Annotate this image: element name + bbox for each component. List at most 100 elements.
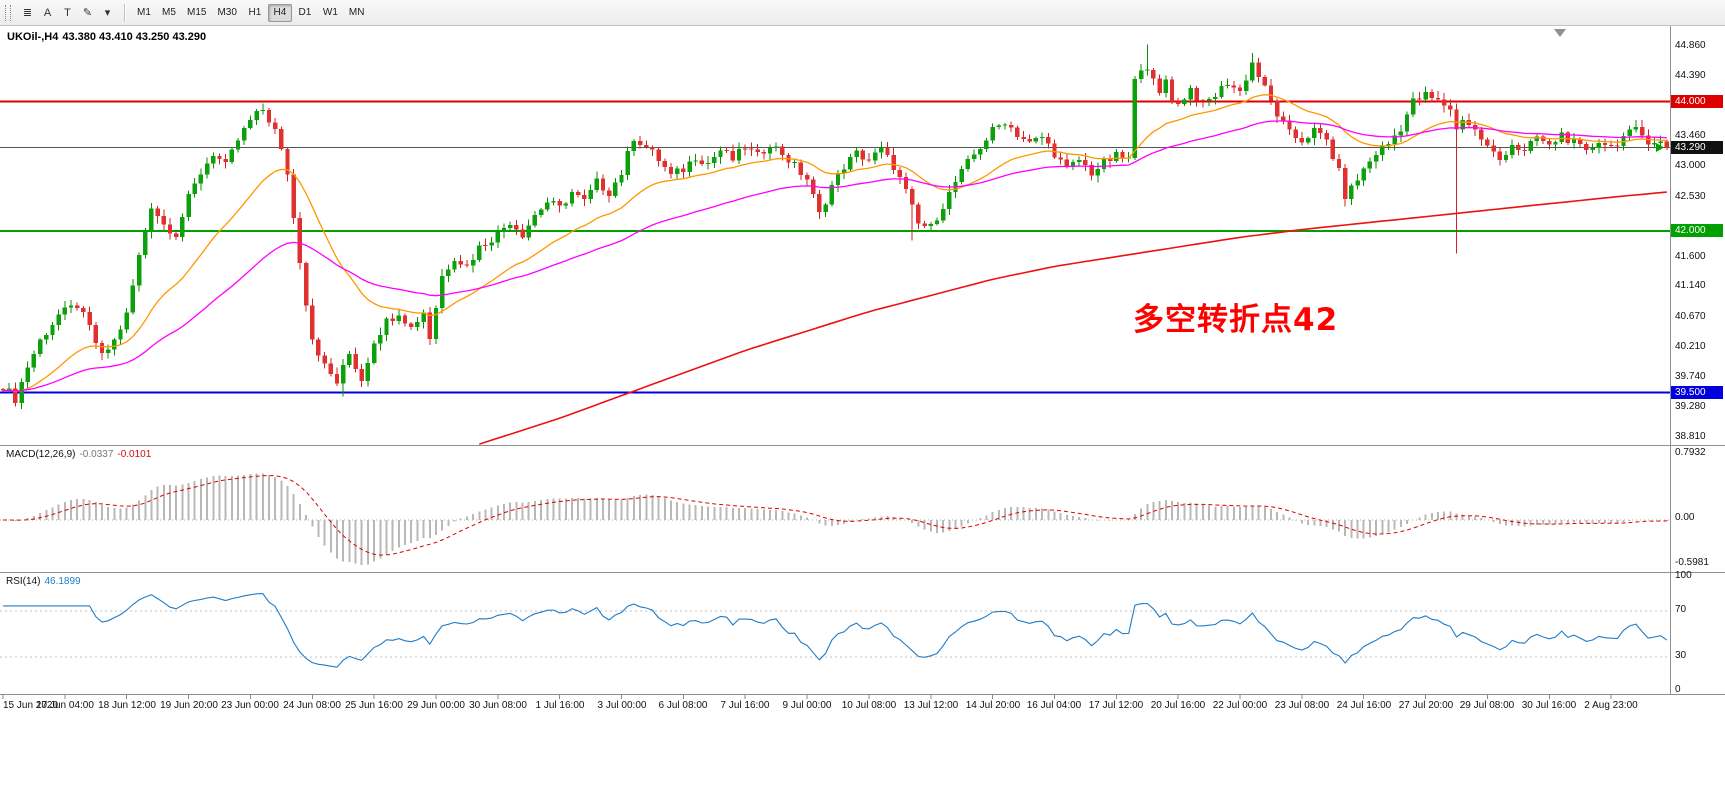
symbol-label: UKOil-,H4 xyxy=(7,31,59,43)
time-axis-label: 16 Jul 04:00 xyxy=(1026,700,1082,711)
time-axis-label: 7 Jul 16:00 xyxy=(720,700,770,711)
time-axis-label: 13 Jul 12:00 xyxy=(903,700,959,711)
timeframe-mn[interactable]: MN xyxy=(348,7,365,18)
time-axis-label: 2 Aug 23:00 xyxy=(1584,700,1638,711)
time-axis-label: 14 Jul 20:00 xyxy=(965,700,1021,711)
shift-marker-icon xyxy=(1554,29,1566,37)
tool-buttons-group: ≣ A T ✎ ▾ xyxy=(18,4,117,22)
chart-annotation: 多空转折点42 xyxy=(1133,302,1339,338)
ma-medium-magenta xyxy=(2,120,1667,392)
timeframe-m30[interactable]: M30 xyxy=(217,7,237,18)
toolbar-separator xyxy=(124,3,125,22)
panel-dividers xyxy=(0,26,1725,695)
chart-title: UKOil-,H4 43.380 43.410 43.250 43.290 xyxy=(7,31,210,43)
time-axis-label: 17 Jul 12:00 xyxy=(1088,700,1144,711)
macd-signal-line xyxy=(3,474,1667,556)
candlesticks xyxy=(0,44,1669,409)
time-axis-label: 27 Jul 20:00 xyxy=(1398,700,1454,711)
last-price-arrow-icon xyxy=(1656,143,1664,152)
timeframe-m5[interactable]: M5 xyxy=(162,7,176,18)
macd-signal-value: -0.0101 xyxy=(117,449,152,460)
time-axis-label: 9 Jul 00:00 xyxy=(782,700,832,711)
price-level-badge-44.000: 44.000 xyxy=(1671,95,1723,108)
up-candle-bodies xyxy=(6,62,1663,403)
time-axis-ticks xyxy=(2,695,1612,699)
timeframe-h4[interactable]: H4 xyxy=(267,3,292,22)
time-axis-label: 30 Jul 16:00 xyxy=(1521,700,1577,711)
timeframe-m15[interactable]: M15 xyxy=(187,7,207,18)
time-axis-label: 15 Jun 2020 xyxy=(3,700,59,711)
time-axis-label: 23 Jun 00:00 xyxy=(221,700,279,711)
time-axis-label: 10 Jul 08:00 xyxy=(841,700,897,711)
price-axis-label: 40.210 xyxy=(1675,341,1706,352)
time-axis-label: 30 Jun 08:00 xyxy=(469,700,527,711)
price-axis-label: 41.140 xyxy=(1675,280,1706,291)
time-axis-label: 19 Jun 20:00 xyxy=(160,700,218,711)
rsi-name: RSI(14) xyxy=(6,576,41,587)
timeframe-d1[interactable]: D1 xyxy=(298,7,312,18)
timeframe-w1[interactable]: W1 xyxy=(322,7,338,18)
down-candle-bodies xyxy=(0,62,1669,403)
chart-markers xyxy=(1554,29,1664,152)
timeframe-h1[interactable]: H1 xyxy=(248,7,262,18)
price-axis-label: 40.670 xyxy=(1675,311,1706,322)
down-candle-wicks xyxy=(2,57,1668,407)
time-axis-label: 25 Jun 16:00 xyxy=(345,700,403,711)
chart-list-icon[interactable]: ≣ xyxy=(22,7,33,19)
ma-fast-orange xyxy=(2,94,1667,393)
rsi-scale-0: 0 xyxy=(1675,684,1681,695)
draw-tool-icon[interactable]: ✎ xyxy=(82,7,93,19)
timeframe-m1[interactable]: M1 xyxy=(137,7,151,18)
rsi-indicator xyxy=(0,593,1670,668)
price-axis-label: 39.280 xyxy=(1675,401,1706,412)
time-axis-label: 29 Jun 00:00 xyxy=(407,700,465,711)
rsi-indicator-label: RSI(14) 46.1899 xyxy=(6,576,81,587)
time-axis-label: 24 Jun 08:00 xyxy=(283,700,341,711)
macd-scale-max: 0.7932 xyxy=(1675,447,1706,458)
macd-histogram xyxy=(14,473,1668,565)
time-axis-label: 23 Jul 08:00 xyxy=(1274,700,1330,711)
macd-name: MACD(12,26,9) xyxy=(6,449,76,460)
macd-scale-min: -0.5981 xyxy=(1675,557,1709,568)
macd-scale-zero: 0.00 xyxy=(1675,512,1695,523)
price-axis-label: 39.740 xyxy=(1675,371,1706,382)
time-axis-label: 29 Jul 08:00 xyxy=(1459,700,1515,711)
text-tool-icon[interactable]: T xyxy=(64,6,71,19)
rsi-scale-70: 70 xyxy=(1675,604,1687,615)
time-axis-label: 24 Jul 16:00 xyxy=(1336,700,1392,711)
time-axis-label: 3 Jul 00:00 xyxy=(597,700,647,711)
ohlc-values: 43.380 43.410 43.250 43.290 xyxy=(62,31,207,43)
time-axis-label: 17 Jun 04:00 xyxy=(36,700,94,711)
time-axis-label: 18 Jun 12:00 xyxy=(98,700,156,711)
current-price-badge: 43.290 xyxy=(1671,141,1723,154)
time-axis-label: 22 Jul 00:00 xyxy=(1212,700,1268,711)
price-axis-label: 44.390 xyxy=(1675,70,1706,81)
macd-indicator xyxy=(0,473,1670,565)
rsi-line xyxy=(3,593,1668,668)
horizontal-level-lines[interactable] xyxy=(0,100,1670,394)
timeframe-buttons-group: M1 M5 M15 M30 H1 H4 D1 W1 MN xyxy=(132,3,369,22)
price-axis-label: 43.000 xyxy=(1675,160,1706,171)
price-axis-label: 41.600 xyxy=(1675,251,1706,262)
moving-averages xyxy=(2,94,1667,445)
price-level-badge-39.500: 39.500 xyxy=(1671,386,1723,399)
price-axis-label: 44.860 xyxy=(1675,40,1706,51)
rsi-value: 46.1899 xyxy=(44,576,81,587)
time-axis-label: 6 Jul 08:00 xyxy=(658,700,708,711)
price-axis-label: 38.810 xyxy=(1675,431,1706,442)
time-axis-label: 1 Jul 16:00 xyxy=(535,700,585,711)
rsi-scale-30: 30 xyxy=(1675,650,1687,661)
price-axis-label: 42.530 xyxy=(1675,191,1706,202)
cursor-tool-icon[interactable]: A xyxy=(43,6,52,19)
price-level-badge-42.000: 42.000 xyxy=(1671,224,1723,237)
ma-slow-red xyxy=(479,191,1667,445)
time-axis-label: 20 Jul 16:00 xyxy=(1150,700,1206,711)
toolbar-grip-handle[interactable] xyxy=(5,4,11,21)
macd-indicator-label: MACD(12,26,9) -0.0337 -0.0101 xyxy=(6,449,151,460)
macd-main-value: -0.0337 xyxy=(79,449,114,460)
rsi-scale-100: 100 xyxy=(1675,570,1692,581)
price-axis-label: 43.460 xyxy=(1675,130,1706,141)
tool-dropdown-caret-icon[interactable]: ▾ xyxy=(104,7,111,19)
